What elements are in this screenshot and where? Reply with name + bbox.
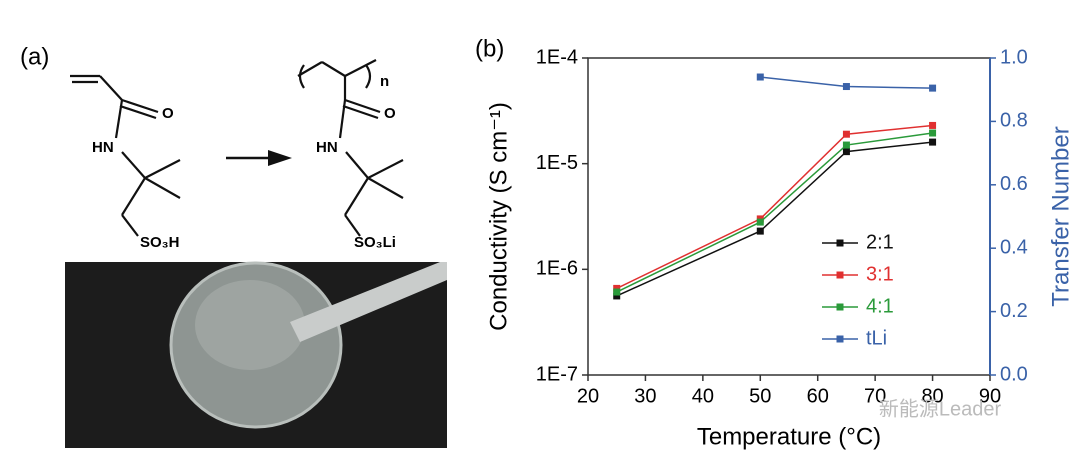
watermark: 新能源Leader [879, 397, 1002, 420]
chart: (b) 20 30 40 50 60 70 80 90 1E-7 1E-6 1E-5 1E-4 0.0 0… [475, 35, 1074, 450]
x-tick-label: 80 [921, 385, 943, 407]
y2-tick-label: 0.8 [1000, 110, 1028, 132]
legend-marker [836, 239, 844, 247]
marker [929, 138, 937, 146]
x-tick-label: 40 [692, 385, 714, 407]
marker [613, 292, 621, 300]
x-tick-label: 30 [634, 385, 656, 407]
y-tick-label: 1E-7 [536, 363, 578, 385]
atom-label: SO₃H [140, 234, 179, 251]
series-line [616, 132, 933, 293]
x-axis-label: Temperature (°C) [697, 423, 881, 450]
legend-marker [836, 271, 844, 279]
legend-marker [836, 303, 844, 311]
atom-label: O [384, 105, 396, 122]
y2-axis-label: Transfer Number [1047, 126, 1074, 307]
marker [842, 141, 850, 149]
y2-tick-label: 0.4 [1000, 236, 1028, 258]
legend-label: 2:1 [866, 231, 894, 253]
marker [613, 288, 621, 296]
y-tick-label: 1E-5 [536, 152, 578, 174]
atom-label: n [380, 73, 389, 90]
x-tick-label: 50 [749, 385, 771, 407]
photo [65, 261, 447, 448]
marker [756, 73, 764, 81]
marker [842, 130, 850, 138]
x-tick-label: 90 [979, 385, 1001, 407]
x-tick-label: 20 [577, 385, 599, 407]
panel-label: (a) [20, 43, 49, 70]
y-axis-label: Conductivity (S cm⁻¹) [485, 102, 512, 331]
marker [613, 284, 621, 292]
legend-label: 4:1 [866, 295, 894, 317]
legend-label: tLi [866, 327, 887, 349]
reaction-arrow [226, 150, 292, 166]
polymer-structure: n O HN SO₃Li [297, 59, 404, 251]
plot-frame [587, 57, 991, 376]
series-line [616, 124, 933, 290]
marker [756, 227, 764, 235]
y2-tick-label: 0.2 [1000, 300, 1028, 322]
marker [929, 129, 937, 137]
x-tick-label: 60 [807, 385, 829, 407]
marker [842, 83, 850, 91]
atom-label: HN [92, 139, 114, 156]
legend-label: 3:1 [866, 263, 894, 285]
atom-label: SO₃Li [354, 234, 396, 251]
y2-tick-label: 0.6 [1000, 173, 1028, 195]
y2-tick-label: 1.0 [1000, 46, 1028, 68]
monomer-structure: O HN SO₃H [70, 74, 181, 251]
y-tick-label: 1E-4 [536, 46, 578, 68]
atom-label: O [162, 105, 174, 122]
y2-tick-label: 0.0 [1000, 363, 1028, 385]
x-tick-label: 70 [864, 385, 886, 407]
y-tick-label: 1E-6 [536, 258, 578, 280]
marker [929, 121, 937, 129]
series-line [616, 141, 933, 297]
marker [842, 148, 850, 156]
atom-label: HN [316, 139, 338, 156]
panel-label: (b) [475, 35, 504, 62]
marker [756, 218, 764, 226]
legend-marker [836, 335, 844, 343]
marker [929, 84, 937, 92]
